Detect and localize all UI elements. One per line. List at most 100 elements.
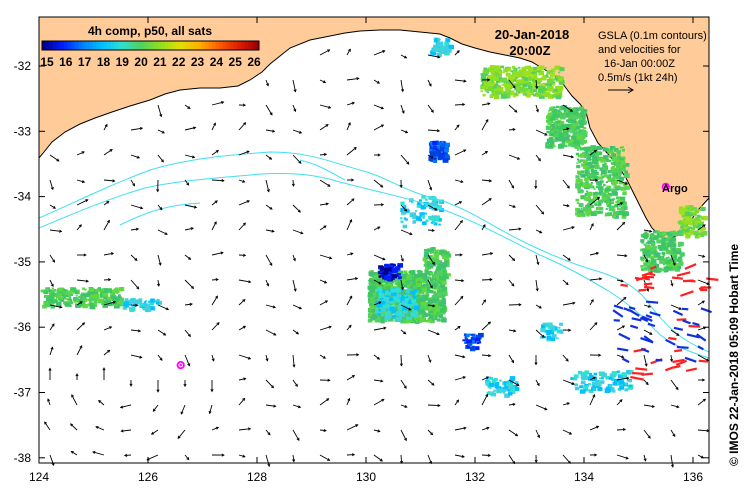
sst-pixel (645, 257, 649, 260)
drifter-track (665, 338, 676, 346)
sst-pixel (437, 156, 442, 161)
sst-pixel (694, 223, 698, 226)
sst-pixel (433, 222, 438, 226)
velocity-arrow (211, 251, 224, 256)
sst-pixel (583, 196, 589, 201)
sst-pixel (546, 130, 550, 134)
velocity-arrow (508, 254, 516, 262)
sst-pixel (444, 142, 450, 148)
sst-pixel (597, 383, 602, 387)
sst-pixel (692, 230, 699, 236)
sst-pixel (559, 114, 566, 120)
sst-pixel (608, 377, 613, 380)
sst-pixel (588, 383, 591, 386)
sst-pixel (613, 378, 620, 384)
velocity-arrow (346, 295, 353, 306)
sst-pixel (50, 305, 55, 309)
sst-pixel (646, 266, 651, 270)
sst-pixel (552, 123, 556, 127)
velocity-arrow (103, 200, 110, 206)
sst-pixel (404, 298, 409, 302)
sst-pixel (546, 322, 553, 328)
sst-pixel (378, 295, 382, 299)
sst-pixel (688, 205, 694, 210)
sst-pixel (669, 247, 673, 249)
sst-pixel (583, 111, 587, 115)
sst-pixel (608, 195, 611, 197)
sst-pixel (593, 192, 597, 195)
sst-pixel (553, 326, 558, 330)
velocity-arrow (238, 454, 246, 458)
velocity-arrow (180, 404, 186, 415)
sst-pixel (685, 234, 691, 239)
sst-pixel (499, 78, 506, 83)
velocity-arrow (427, 79, 432, 87)
sst-pixel (547, 94, 554, 99)
sst-pixel (678, 261, 684, 266)
colorbar-swatch (60, 41, 65, 50)
sst-pixel (368, 298, 372, 301)
colorbar-label: 22 (172, 55, 186, 69)
velocity-arrow (69, 423, 78, 431)
sst-pixel (432, 151, 437, 155)
sst-pixel (530, 83, 537, 88)
sst-pixel (486, 91, 489, 94)
sst-pixel (45, 303, 50, 308)
drifter-track (685, 367, 698, 372)
velocity-arrow (562, 104, 574, 112)
sst-pixel (489, 376, 494, 380)
sst-pixel (511, 65, 516, 69)
velocity-arrow (211, 453, 225, 457)
sst-pixel (379, 266, 384, 270)
sst-pixel (684, 229, 689, 233)
sst-pixel (491, 379, 497, 383)
sst-pixel (579, 159, 584, 163)
velocity-arrow (292, 379, 298, 387)
sst-pixel (424, 287, 430, 292)
sst-pixel (644, 231, 648, 234)
sst-pixel (506, 86, 511, 90)
sst-pixel (678, 229, 684, 234)
velocity-arrow (291, 179, 295, 187)
sst-pixel (537, 86, 541, 89)
sst-pixel (368, 309, 372, 312)
sst-pixel (558, 326, 561, 329)
sst-pixel (413, 273, 419, 278)
sst-pixel (645, 262, 649, 266)
sst-pixel (375, 288, 380, 293)
sst-pixel (378, 290, 383, 293)
sst-pixel (559, 106, 562, 109)
sst-pixel (385, 299, 391, 304)
sst-pixel (53, 289, 57, 292)
sst-pixel (590, 145, 596, 150)
sst-pixel (434, 295, 439, 299)
velocity-arrow (589, 178, 599, 182)
velocity-arrow (156, 179, 160, 193)
colorbar-swatch (233, 41, 238, 50)
velocity-arrow (76, 199, 89, 206)
sst-pixel (411, 311, 415, 314)
sst-pixel (614, 204, 619, 208)
velocity-arrow (399, 179, 403, 189)
sst-pixel (113, 288, 120, 294)
sst-pixel (559, 67, 565, 72)
velocity-arrow (157, 154, 164, 163)
sst-pixel (608, 159, 612, 162)
sst-pixel (440, 291, 445, 295)
sst-pixel (553, 110, 557, 114)
sst-pixel (439, 260, 443, 263)
sst-pixel (559, 322, 563, 326)
sst-pixel (407, 284, 411, 287)
colorbar-label: 26 (247, 55, 261, 69)
velocity-arrow (697, 254, 706, 258)
sst-pixel (500, 65, 505, 69)
velocity-arrow (346, 277, 359, 281)
sst-pixel (436, 47, 440, 51)
sst-pixel (429, 273, 433, 276)
sst-pixel (79, 303, 83, 306)
sst-pixel (432, 140, 438, 145)
sst-pixel (589, 198, 596, 204)
sst-pixel (547, 325, 553, 329)
velocity-arrow (562, 402, 570, 406)
sst-pixel (539, 72, 543, 75)
